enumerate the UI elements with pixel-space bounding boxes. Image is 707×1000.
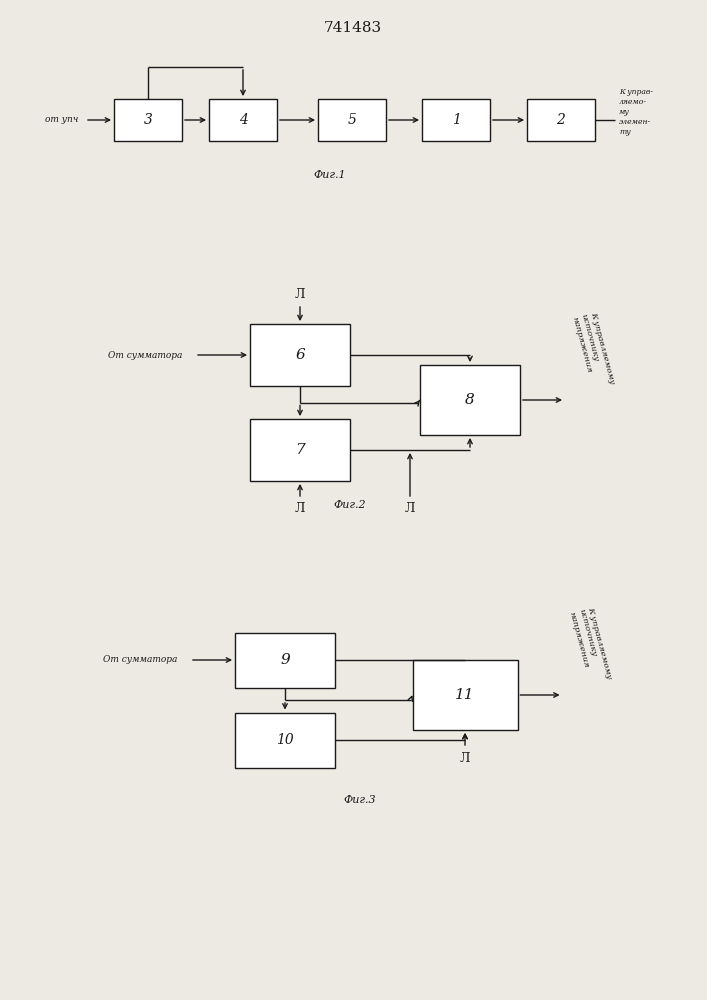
- Text: Л: Л: [295, 288, 305, 300]
- Text: 9: 9: [280, 653, 290, 667]
- Bar: [235, 633, 335, 688]
- Text: от упч: от упч: [45, 115, 78, 124]
- Bar: [235, 712, 335, 768]
- Bar: [250, 419, 350, 481]
- Text: 2: 2: [556, 113, 566, 127]
- Text: 11: 11: [455, 688, 474, 702]
- Text: 1: 1: [452, 113, 460, 127]
- Text: Фиг.2: Фиг.2: [334, 500, 366, 510]
- Bar: [250, 324, 350, 386]
- Text: Л: Л: [405, 502, 415, 516]
- Bar: [412, 660, 518, 730]
- Text: От сумматора: От сумматора: [103, 656, 177, 664]
- Text: 3: 3: [144, 113, 153, 127]
- Text: 5: 5: [348, 113, 356, 127]
- Text: К управляемому
источнику
напряжения: К управляемому источнику напряжения: [570, 311, 616, 389]
- Bar: [422, 99, 490, 141]
- Text: 6: 6: [295, 348, 305, 362]
- Text: 10: 10: [276, 733, 294, 747]
- Bar: [318, 99, 386, 141]
- Bar: [114, 99, 182, 141]
- Text: 7: 7: [295, 443, 305, 457]
- Text: Фиг.3: Фиг.3: [344, 795, 376, 805]
- Text: Л: Л: [460, 752, 470, 764]
- Text: К управ-
ляемо-
му
элемен-
ту: К управ- ляемо- му элемен- ту: [619, 88, 653, 136]
- Text: Л: Л: [295, 502, 305, 516]
- Text: От сумматора: От сумматора: [107, 351, 182, 360]
- Bar: [209, 99, 277, 141]
- Text: 741483: 741483: [324, 21, 382, 35]
- Bar: [527, 99, 595, 141]
- Text: 8: 8: [465, 393, 475, 407]
- Text: К управляемому
источнику
напряжения: К управляемому источнику напряжения: [568, 606, 614, 684]
- Text: Фиг.1: Фиг.1: [314, 170, 346, 180]
- Bar: [420, 365, 520, 435]
- Text: 4: 4: [238, 113, 247, 127]
